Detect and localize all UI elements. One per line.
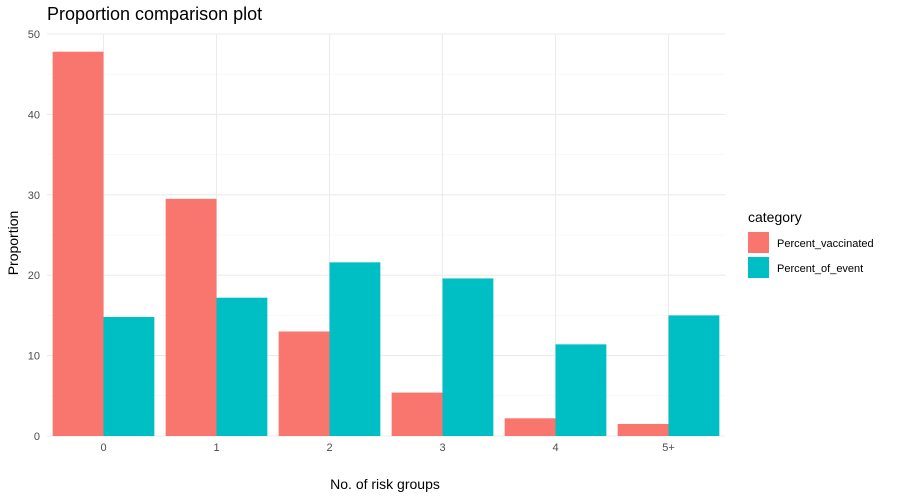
x-tick-label: 5+ bbox=[662, 442, 675, 454]
y-tick-label: 0 bbox=[34, 431, 40, 443]
bar-percent-vaccinated-0 bbox=[52, 51, 104, 437]
y-tick-label: 10 bbox=[28, 351, 40, 363]
legend: category Percent_vaccinated Percent_of_ev… bbox=[748, 209, 874, 278]
legend-key-percent-of-event bbox=[748, 257, 769, 278]
y-tick-label: 30 bbox=[28, 190, 40, 202]
bar-percent-of-event-2 bbox=[329, 262, 381, 436]
bar-percent-vaccinated-1 bbox=[165, 198, 217, 436]
x-tick-label: 4 bbox=[552, 442, 558, 454]
bar-percent-vaccinated-3 bbox=[391, 392, 443, 436]
x-tick-label: 0 bbox=[100, 442, 106, 454]
bar-percent-vaccinated-4 bbox=[504, 418, 556, 436]
bar-percent-vaccinated-5+ bbox=[617, 423, 669, 436]
x-axis-ticks: 0 1 2 3 4 5+ bbox=[100, 442, 674, 454]
legend-label: Percent_vaccinated bbox=[777, 238, 874, 250]
x-tick-label: 3 bbox=[439, 442, 445, 454]
bars bbox=[52, 51, 720, 437]
legend-key-percent-vaccinated bbox=[748, 232, 769, 253]
y-axis-title: Proportion bbox=[5, 211, 21, 276]
y-axis-ticks: 0 10 20 30 40 50 bbox=[28, 29, 40, 443]
bar-percent-of-event-4 bbox=[555, 344, 607, 436]
bar-percent-of-event-0 bbox=[103, 317, 155, 436]
legend-title: category bbox=[748, 209, 802, 225]
y-tick-label: 50 bbox=[28, 29, 40, 41]
x-tick-label: 2 bbox=[326, 442, 332, 454]
chart-title: Proportion comparison plot bbox=[47, 4, 262, 24]
bar-percent-of-event-3 bbox=[442, 278, 494, 436]
bar-percent-vaccinated-2 bbox=[278, 331, 330, 436]
y-tick-label: 40 bbox=[28, 109, 40, 121]
x-axis-title: No. of risk groups bbox=[330, 476, 440, 492]
legend-items: Percent_vaccinated Percent_of_event bbox=[748, 232, 874, 278]
bar-percent-of-event-5+ bbox=[668, 315, 720, 436]
y-tick-label: 20 bbox=[28, 270, 40, 282]
legend-label: Percent_of_event bbox=[777, 263, 863, 275]
x-tick-label: 1 bbox=[213, 442, 219, 454]
bar-percent-of-event-1 bbox=[216, 297, 268, 436]
